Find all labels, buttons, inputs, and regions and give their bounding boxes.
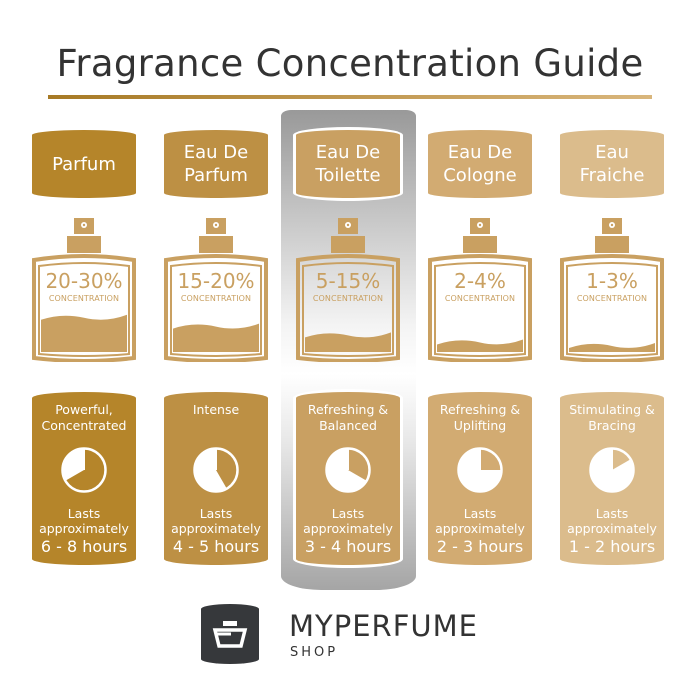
brand-logo bbox=[201, 604, 259, 664]
perfume-bottle-icon bbox=[164, 218, 268, 362]
concentration-label: CONCENTRATION bbox=[180, 294, 252, 303]
fragrance-column: Eau De Cologne 2-4% CONCENTRATION Refresh… bbox=[428, 0, 532, 700]
brand-name: MYPERFUME bbox=[289, 609, 478, 643]
concentration-percent: 20-30% bbox=[45, 269, 123, 293]
fragrance-column: Parfum 20-30% CONCENTRATION Powerful, Con… bbox=[32, 0, 136, 700]
concentration-percent: 15-20% bbox=[177, 269, 255, 293]
text-line: Lasts bbox=[331, 506, 365, 521]
text-line: Lasts bbox=[595, 506, 629, 521]
description: Refreshing & Balanced bbox=[296, 402, 400, 434]
fragrance-type-header: Eau De Parfum bbox=[164, 130, 268, 198]
perfume-bottle-icon bbox=[32, 218, 136, 362]
duration-wedge bbox=[216, 448, 238, 490]
concentration-label: CONCENTRATION bbox=[444, 294, 516, 303]
liquid-level bbox=[305, 332, 391, 352]
text-line: Eau De bbox=[447, 142, 513, 163]
concentration-percent: 2-4% bbox=[454, 269, 506, 293]
clock-pie-icon bbox=[457, 447, 503, 493]
text-line: Parfum bbox=[52, 153, 116, 175]
text-line: Eau bbox=[595, 142, 629, 163]
fragrance-column: Eau De Toilette 5-15% CONCENTRATION Refre… bbox=[296, 0, 400, 700]
clock-pie-icon bbox=[193, 447, 239, 493]
perfume-bottle-icon bbox=[296, 218, 400, 362]
longevity-card: Powerful, Concentrated Lasts approximately… bbox=[32, 392, 136, 565]
concentration-label: CONCENTRATION bbox=[48, 294, 120, 303]
longevity-card: Stimulating & Bracing Lasts approximately … bbox=[560, 392, 664, 565]
text-line: Refreshing & bbox=[439, 402, 521, 417]
fragrance-type-header: Eau De Toilette bbox=[296, 130, 400, 198]
lasts-label: Lasts approximately bbox=[296, 506, 400, 536]
duration-hours: 6 - 8 hours bbox=[40, 537, 128, 556]
duration-hours: 2 - 3 hours bbox=[436, 537, 524, 556]
text-line: Bracing bbox=[588, 418, 636, 433]
duration-hours: 4 - 5 hours bbox=[172, 537, 260, 556]
text-line: approximately bbox=[303, 521, 393, 536]
text-line: Toilette bbox=[315, 165, 381, 186]
brand-sub: SHOP bbox=[290, 645, 339, 660]
fragrance-type-header: Parfum bbox=[32, 130, 136, 198]
duration-wedge bbox=[64, 448, 107, 492]
perfume-bottle-icon bbox=[560, 218, 664, 362]
longevity-card: Refreshing & Balanced Lasts approximately … bbox=[296, 392, 400, 565]
text-line: Powerful, bbox=[55, 402, 113, 417]
text-line: approximately bbox=[435, 521, 525, 536]
fragrance-type-header: Eau Fraiche bbox=[560, 130, 664, 198]
text-line: approximately bbox=[39, 521, 129, 536]
title-divider bbox=[48, 95, 652, 99]
clock-pie-icon bbox=[589, 447, 635, 493]
text-line: Concentrated bbox=[41, 418, 127, 433]
text-line: Lasts bbox=[199, 506, 233, 521]
description: Intense bbox=[164, 402, 268, 418]
lasts-label: Lasts approximately bbox=[32, 506, 136, 536]
text-line: approximately bbox=[567, 521, 657, 536]
clock-pie-icon bbox=[61, 447, 107, 493]
concentration-label: CONCENTRATION bbox=[312, 294, 384, 303]
text-line: Fraiche bbox=[579, 165, 645, 186]
longevity-card: Refreshing & Uplifting Lasts approximately… bbox=[428, 392, 532, 565]
concentration-percent: 5-15% bbox=[315, 269, 381, 293]
concentration-label: CONCENTRATION bbox=[576, 294, 648, 303]
fragrance-type-header: Eau De Cologne bbox=[428, 130, 532, 198]
lasts-label: Lasts approximately bbox=[428, 506, 532, 536]
longevity-card: Intense Lasts approximately 4 - 5 hours bbox=[164, 392, 268, 565]
text-line: Cologne bbox=[443, 165, 517, 186]
text-line: Parfum bbox=[184, 165, 248, 186]
liquid-level bbox=[569, 342, 655, 352]
perfume-bottle-logo-icon bbox=[212, 621, 248, 648]
fragrance-column: Eau De Parfum 15-20% CONCENTRATION Intens… bbox=[164, 0, 268, 700]
liquid-level bbox=[437, 339, 523, 352]
concentration-percent: 1-3% bbox=[586, 269, 638, 293]
liquid-level bbox=[41, 314, 127, 352]
duration-hours: 1 - 2 hours bbox=[568, 537, 656, 556]
description: Refreshing & Uplifting bbox=[428, 402, 532, 434]
duration-hours: 3 - 4 hours bbox=[304, 537, 392, 556]
perfume-bottle-icon bbox=[428, 218, 532, 362]
text-line: Lasts bbox=[463, 506, 497, 521]
lasts-label: Lasts approximately bbox=[164, 506, 268, 536]
text-line: approximately bbox=[171, 521, 261, 536]
text-line: Intense bbox=[192, 402, 240, 417]
description: Stimulating & Bracing bbox=[560, 402, 664, 434]
description: Powerful, Concentrated bbox=[32, 402, 136, 434]
page-title: Fragrance Concentration Guide bbox=[56, 42, 644, 85]
fragrance-column: Eau Fraiche 1-3% CONCENTRATION Stimulatin… bbox=[560, 0, 664, 700]
text-line: Eau De bbox=[183, 142, 249, 163]
text-line: Eau De bbox=[315, 142, 381, 163]
text-line: Stimulating & bbox=[569, 402, 655, 417]
text-line: Uplifting bbox=[453, 418, 507, 433]
duration-wedge bbox=[480, 448, 502, 470]
clock-pie-icon bbox=[325, 447, 371, 493]
text-line: Refreshing & bbox=[307, 402, 389, 417]
text-line: Lasts bbox=[67, 506, 101, 521]
liquid-level bbox=[173, 323, 259, 352]
text-line: Balanced bbox=[319, 418, 377, 433]
lasts-label: Lasts approximately bbox=[560, 506, 664, 536]
